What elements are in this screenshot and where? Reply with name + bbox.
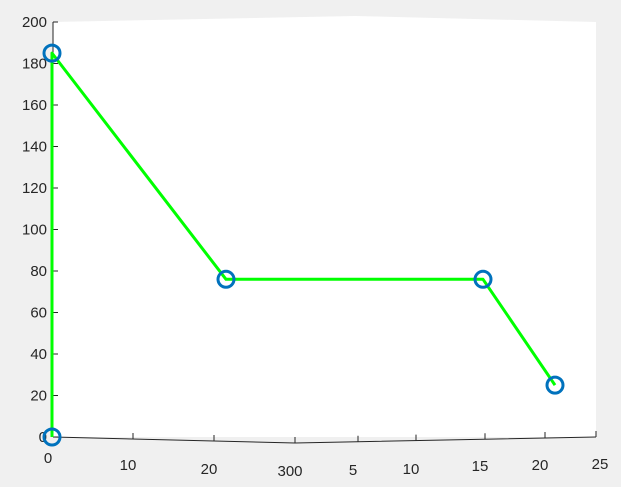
x-axis-ticks: 0 10 20 300 5 10 15 20 25 [44,431,609,480]
x-tick-label: 25 [592,456,609,473]
x-tick-label: 20 [532,457,549,474]
x-tick-label: 5 [349,462,357,479]
y-tick-label: 60 [30,305,47,322]
series-line [50,51,557,437]
data-point-marker [473,269,493,289]
x-tick-label: 20 [201,461,218,478]
x-tick-label: 10 [120,457,137,474]
y-tick-label: 40 [30,346,47,363]
y-tick-label: 160 [22,97,47,114]
y-tick-label: 120 [22,180,47,197]
y-tick-label: 180 [22,56,47,73]
x-tick-label: 15 [472,458,489,475]
data-point-marker [42,43,62,63]
y-tick-label: 140 [22,139,47,156]
data-point-marker [545,375,565,395]
data-point-marker [42,427,62,447]
y-tick-label: 100 [22,222,47,239]
series-layer [42,43,565,447]
y-tick-label: 200 [22,14,47,31]
x-axis-line [52,436,597,444]
plot-area [53,16,596,437]
y-tick-label: 20 [30,388,47,405]
x-tick-label: 10 [403,461,420,478]
x-tick-label: 0 [44,450,52,467]
y-tick-label: 80 [30,263,47,280]
x-tick-label: 300 [277,463,302,480]
data-point-marker [216,269,236,289]
